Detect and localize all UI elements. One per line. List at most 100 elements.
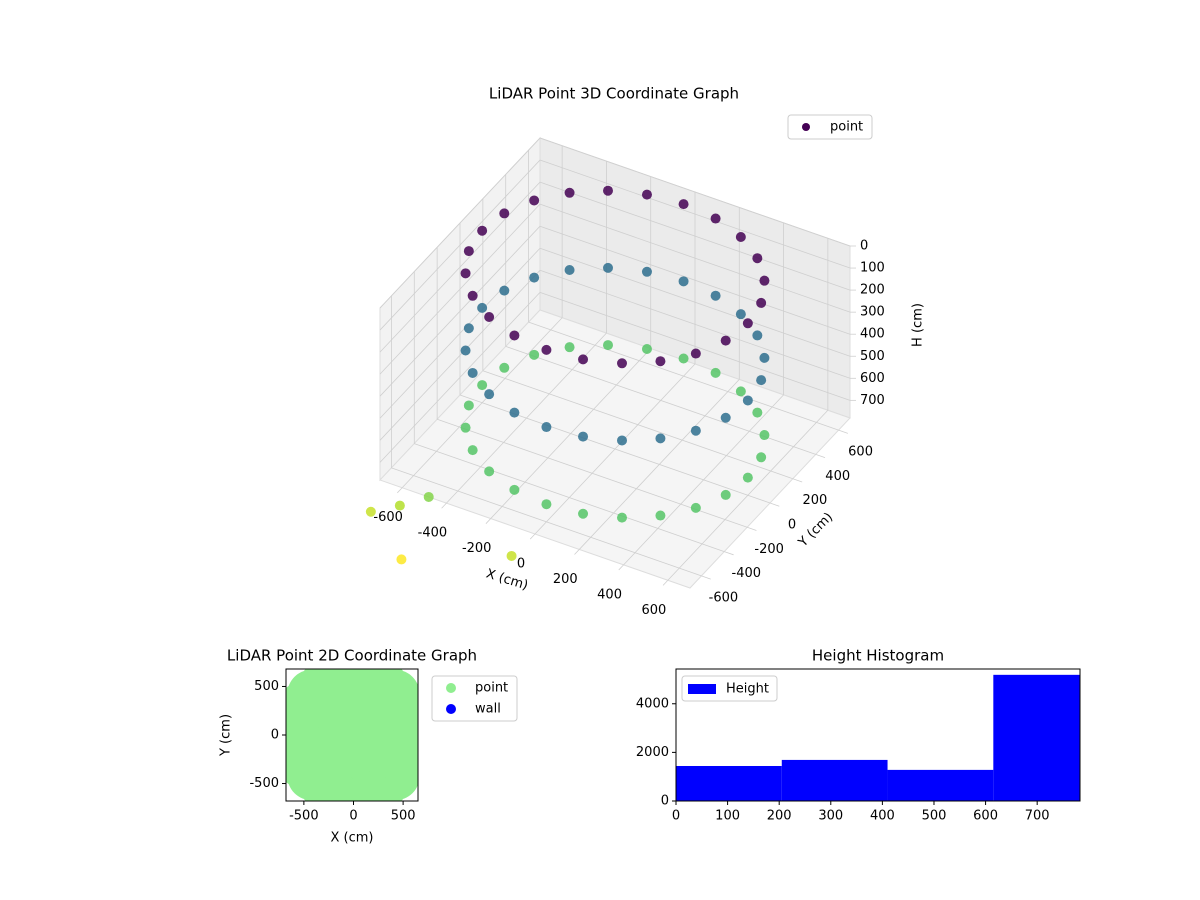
point [460,268,471,279]
point [641,343,652,354]
z-axis-label: H (cm) [911,303,926,347]
point [463,400,474,411]
bar [781,759,888,801]
point [484,466,495,477]
grid-line [379,270,541,441]
point [467,290,478,301]
tick-mark [529,533,536,540]
point [655,510,666,521]
point [655,356,666,367]
x-tick-label: 200 [553,572,578,587]
point [463,323,474,334]
point [735,232,746,242]
point [423,491,434,502]
point [499,285,510,296]
point [752,330,763,341]
grid-line [539,247,851,357]
point [735,386,746,397]
y-tick-label: 2000 [636,745,669,760]
point [690,425,701,436]
legend-label: wall [475,702,501,717]
x-axis-label: X (cm) [331,831,374,846]
y-tick-label: -500 [249,776,279,791]
y-tick-label: 400 [825,469,850,484]
point [509,330,520,341]
point [541,344,552,355]
x-tick-label: -500 [289,809,319,824]
point [506,550,517,561]
point [742,395,753,406]
z-tick-label: 200 [860,283,885,298]
point [735,309,746,320]
y-tick-label: 4000 [636,696,669,711]
point [578,508,589,519]
point [578,431,589,442]
y-tick-label: 200 [802,493,827,508]
point [564,187,575,198]
point [641,266,652,277]
tick-mark [815,454,826,459]
frame [675,668,1081,802]
grid-line [379,137,541,309]
tick-mark [397,487,403,494]
point [396,554,407,565]
grid-line [539,269,851,379]
point [564,264,575,275]
y-tick-label: -200 [754,542,784,557]
z-tick-label: 400 [860,327,885,342]
y-tick-label: 0 [661,794,669,809]
point [499,362,510,373]
grid-line [379,225,541,397]
grid-line [379,247,541,419]
point [678,353,689,364]
x-tick-label: -400 [418,526,448,541]
point [617,435,627,446]
plot-area [286,669,418,801]
point [564,342,575,353]
tick-mark [724,551,734,556]
point [509,484,520,495]
tick-mark [441,502,447,509]
legend-marker [688,684,716,694]
point [365,506,376,517]
point [329,711,378,759]
x-tick-label: -200 [462,541,492,556]
point [720,489,731,500]
y-axis-label: Y (cm) [219,714,234,757]
legend-box [431,675,518,722]
legend-box [787,114,873,140]
point [742,472,753,483]
grid-line [539,137,851,247]
grid-line [539,181,851,291]
y-axis-label: Y (cm) [795,510,836,551]
point [467,445,478,456]
point [460,422,471,433]
point [529,272,540,283]
point [477,225,488,236]
legend-box [681,675,778,702]
tick-mark [769,502,780,507]
point [690,348,701,359]
y-tick-label: 0 [271,728,279,743]
legend-label: point [830,120,863,135]
x-tick-label: 500 [391,809,416,824]
point [742,318,753,329]
point [541,499,552,510]
tick-mark [662,580,669,586]
tick-mark [618,564,624,571]
tick-mark [747,526,757,531]
point [710,213,721,224]
bar [993,674,1080,801]
chart-title: LiDAR Point 3D Coordinate Graph [489,85,739,103]
point [460,345,471,356]
grid-line [391,467,702,577]
point [603,262,613,273]
bar [887,769,994,801]
point [678,199,689,210]
x-tick-label: 600 [641,603,666,618]
x-tick-label: 500 [922,809,947,824]
x-tick-label: 300 [818,809,843,824]
point [617,512,627,523]
grid-line [528,321,839,431]
